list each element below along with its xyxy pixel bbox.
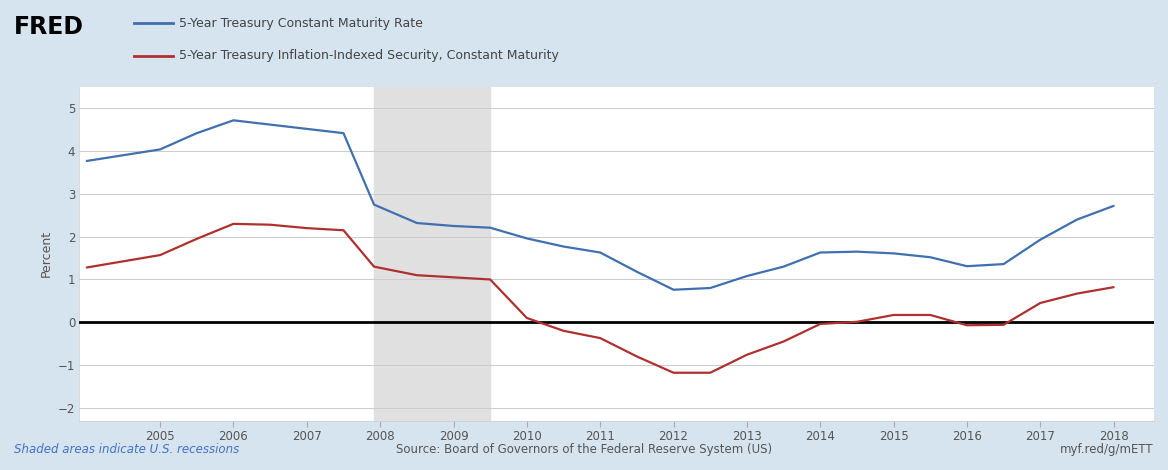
Text: FRED: FRED: [14, 15, 84, 39]
Text: 5-Year Treasury Inflation-Indexed Security, Constant Maturity: 5-Year Treasury Inflation-Indexed Securi…: [179, 49, 558, 63]
Bar: [374, 87, 491, 421]
Text: myf.red/g/mETT: myf.red/g/mETT: [1061, 443, 1154, 456]
Y-axis label: Percent: Percent: [40, 230, 53, 277]
Text: Source: Board of Governors of the Federal Reserve System (US): Source: Board of Governors of the Federa…: [396, 443, 772, 456]
Text: Shaded areas indicate U.S. recessions: Shaded areas indicate U.S. recessions: [14, 443, 239, 456]
Text: 5-Year Treasury Constant Maturity Rate: 5-Year Treasury Constant Maturity Rate: [179, 16, 423, 30]
